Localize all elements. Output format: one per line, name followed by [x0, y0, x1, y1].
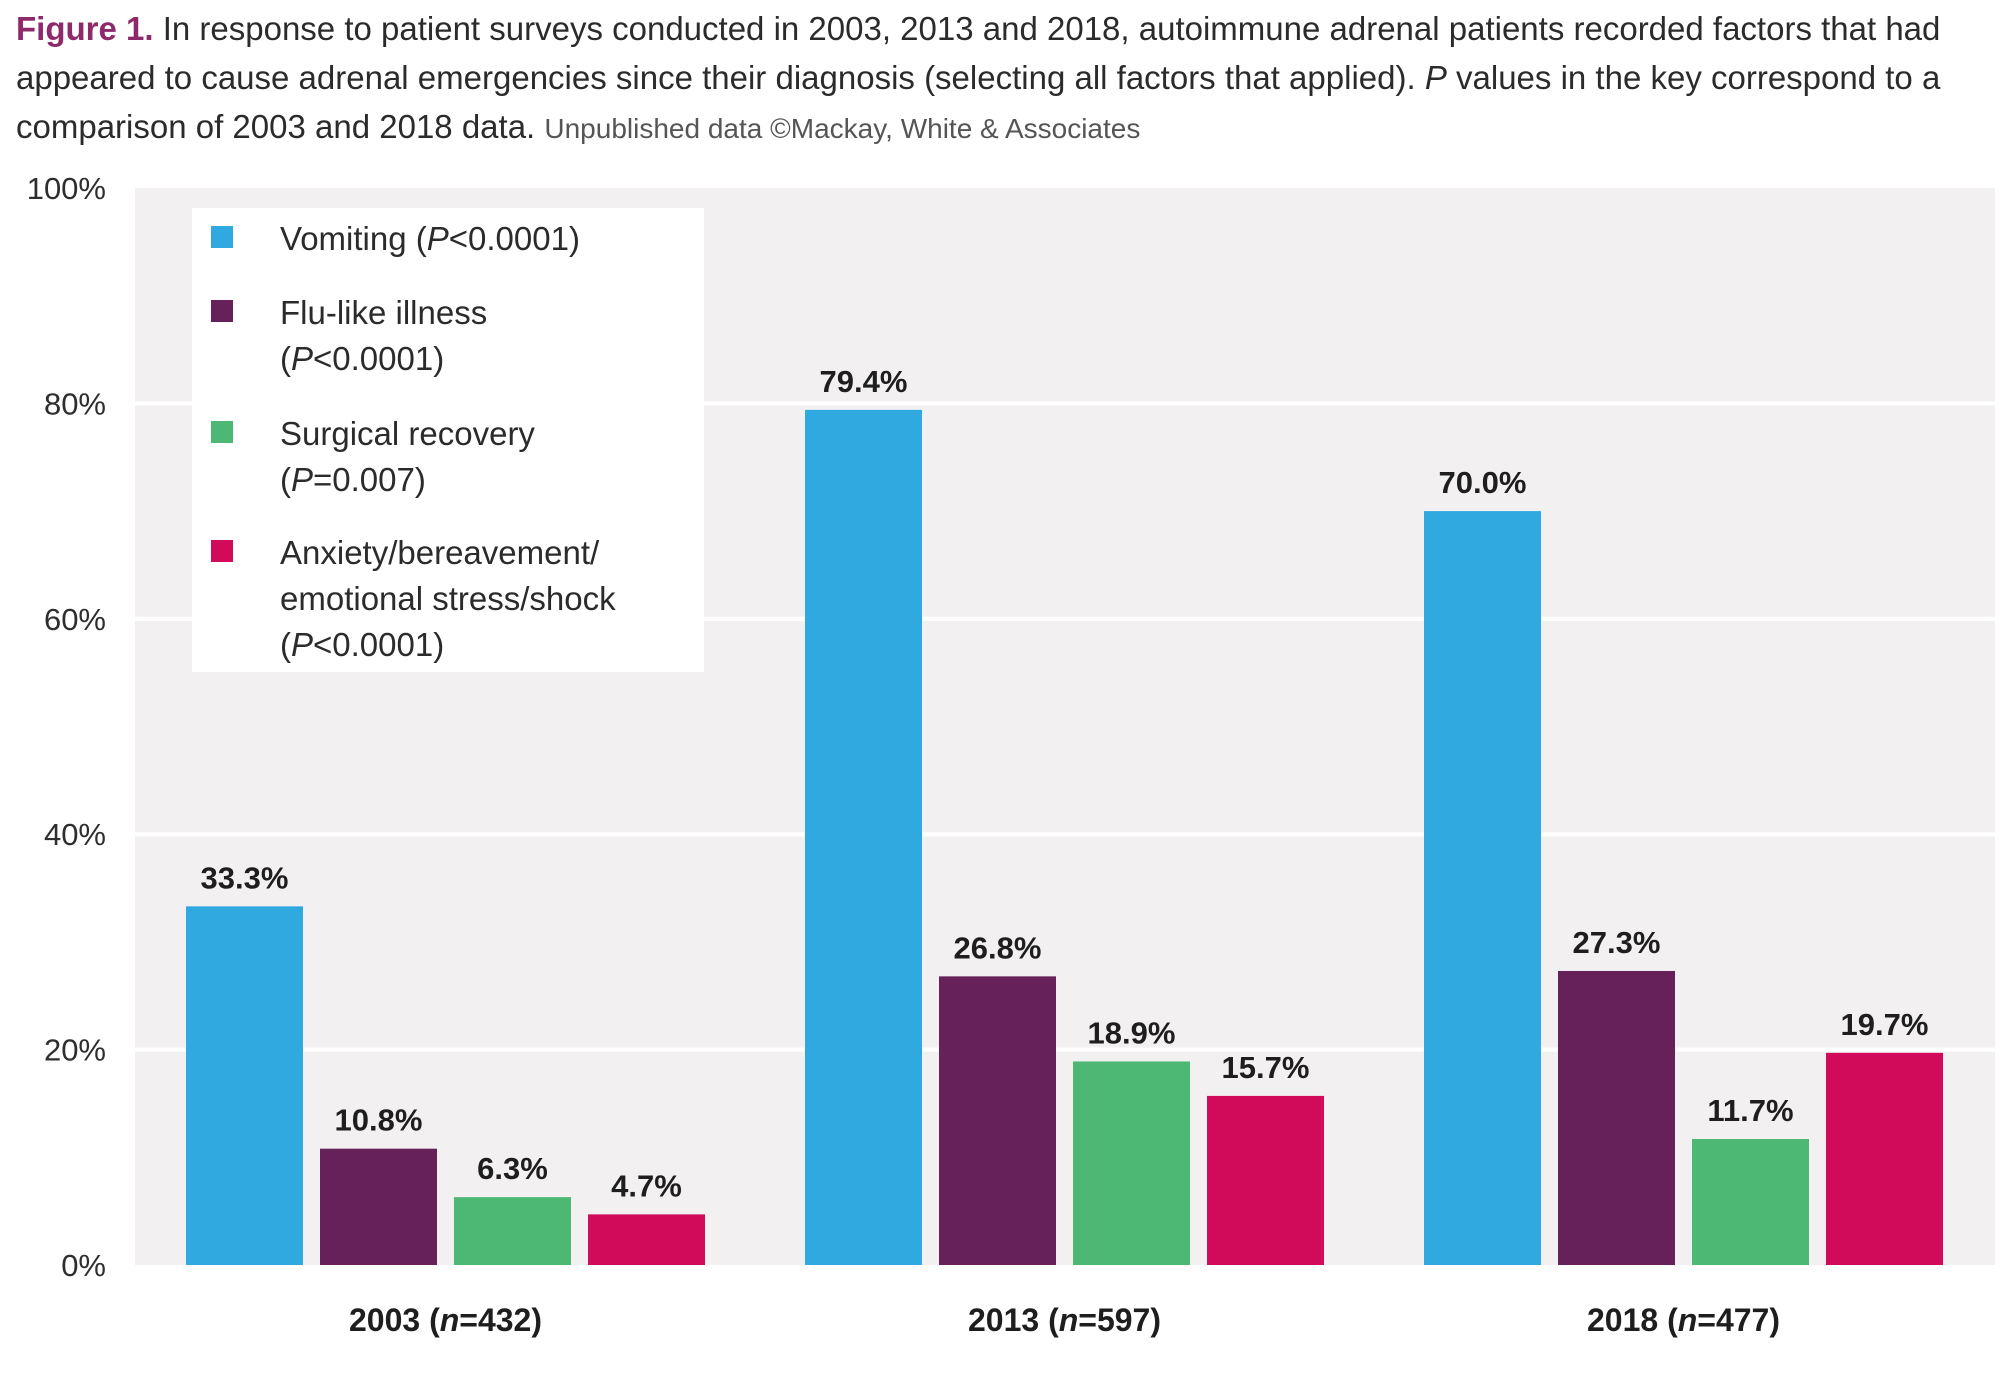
legend-swatch — [211, 300, 233, 322]
bar — [939, 976, 1056, 1265]
legend-label: (P=0.007) — [280, 461, 426, 498]
data-label: 33.3% — [201, 860, 289, 895]
bar — [186, 906, 303, 1265]
legend-swatch — [211, 421, 233, 443]
x-category-label: 2018 (n=477) — [1587, 1302, 1780, 1338]
data-label: 6.3% — [477, 1151, 548, 1186]
bar — [1073, 1061, 1190, 1265]
bar — [454, 1197, 571, 1265]
bar — [1207, 1095, 1324, 1265]
legend-label: (P<0.0001) — [280, 340, 444, 377]
y-tick-label: 100% — [27, 171, 106, 206]
data-label: 70.0% — [1439, 465, 1527, 500]
data-label: 11.7% — [1707, 1093, 1793, 1128]
y-tick-label: 60% — [44, 602, 106, 637]
legend-label: Anxiety/bereavement/ — [280, 534, 600, 571]
y-tick-label: 0% — [61, 1248, 106, 1283]
figure-label: Figure 1. — [16, 10, 154, 47]
data-label: 19.7% — [1841, 1007, 1929, 1042]
caption-p-text: values in the key correspond to a compar… — [16, 59, 1941, 145]
x-category-label: 2013 (n=597) — [968, 1302, 1161, 1338]
caption-text: In response to patient surveys conducted… — [16, 10, 1941, 96]
data-label: 27.3% — [1573, 925, 1661, 960]
data-label: 18.9% — [1088, 1015, 1176, 1050]
data-label: 4.7% — [611, 1168, 682, 1203]
y-tick-label: 40% — [44, 817, 106, 852]
legend-label: (P<0.0001) — [280, 626, 444, 663]
legend-swatch — [211, 226, 233, 248]
legend-label: Surgical recovery — [280, 415, 535, 452]
bar — [320, 1148, 437, 1265]
legend-label: Flu-like illness — [280, 294, 487, 331]
bar — [588, 1214, 705, 1265]
y-tick-label: 80% — [44, 386, 106, 421]
legend-label: Vomiting (P<0.0001) — [280, 220, 580, 257]
caption-source: Unpublished data ©Mackay, White & Associ… — [544, 113, 1141, 144]
legend-label: emotional stress/shock — [280, 580, 616, 617]
bar — [1424, 511, 1541, 1266]
bar — [1692, 1138, 1809, 1265]
bar — [1826, 1052, 1943, 1265]
legend-box — [192, 208, 704, 672]
x-category-label: 2003 (n=432) — [349, 1302, 542, 1338]
bar — [1558, 970, 1675, 1265]
data-label: 79.4% — [820, 364, 908, 399]
data-label: 26.8% — [954, 930, 1042, 965]
figure-caption: Figure 1. In response to patient surveys… — [16, 4, 1991, 153]
legend-swatch — [211, 540, 233, 562]
bar — [805, 409, 922, 1265]
data-label: 10.8% — [335, 1103, 423, 1138]
y-tick-label: 20% — [44, 1033, 106, 1068]
data-label: 15.7% — [1222, 1050, 1310, 1085]
caption-p-symbol: P — [1424, 59, 1447, 96]
